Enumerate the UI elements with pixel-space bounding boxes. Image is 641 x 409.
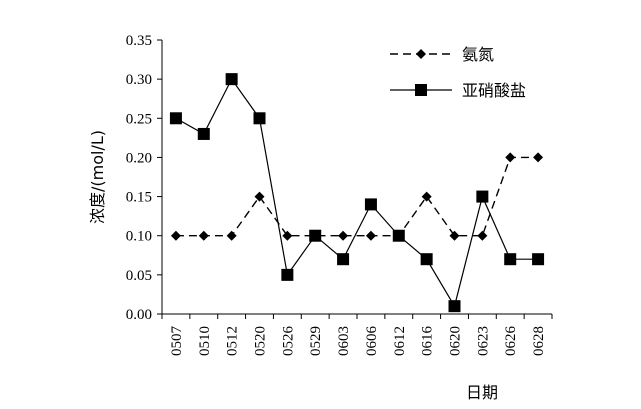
y-tick-label: 0.10 [126, 229, 152, 245]
x-tick-label: 0626 [503, 326, 519, 357]
data-point-square [309, 229, 322, 242]
legend-label-series-1: 亚硝酸盐 [462, 81, 526, 100]
series-0 [170, 152, 544, 241]
x-tick-label: 0616 [420, 326, 436, 357]
data-point-square [504, 253, 517, 266]
y-axis-label: 浓度/(mol/L) [88, 130, 107, 224]
x-tick-label: 0510 [197, 326, 213, 356]
data-point-square [420, 253, 433, 266]
x-axis-label: 日期 [466, 383, 498, 402]
series-1 [169, 73, 545, 313]
y-ticks: 0.00 0.05 0.10 0.15 0.20 0.25 0.30 0.35 [126, 33, 162, 323]
x-tick-label: 0526 [280, 326, 296, 357]
data-point-square [532, 253, 545, 266]
x-tick-label: 0520 [253, 326, 269, 356]
legend: 氨氮 亚硝酸盐 [390, 45, 526, 100]
x-tick-label: 0612 [392, 326, 408, 356]
data-point-square [448, 300, 461, 313]
data-point-diamond [338, 230, 349, 241]
legend-label-series-0: 氨氮 [462, 45, 494, 64]
data-point-square [197, 127, 210, 140]
y-tick-label: 0.00 [126, 307, 152, 323]
y-tick-label: 0.20 [126, 150, 152, 166]
series-line-1 [175, 77, 539, 308]
data-point-diamond [282, 230, 293, 241]
data-point-square [169, 112, 182, 125]
legend-item-series-0: 氨氮 [390, 45, 494, 64]
data-point-square [392, 229, 405, 242]
data-point-diamond [254, 191, 265, 202]
data-point-diamond [477, 230, 488, 241]
data-point-diamond [170, 230, 181, 241]
data-point-diamond [421, 191, 432, 202]
data-point-diamond [533, 152, 544, 163]
x-tick-label: 0620 [448, 326, 464, 356]
data-point-diamond [365, 230, 376, 241]
legend-diamond-marker [416, 49, 426, 59]
legend-square-marker [415, 84, 427, 96]
data-point-square [225, 73, 238, 86]
y-tick-label: 0.05 [126, 268, 152, 284]
x-ticks: 0507 0510 0512 0520 0526 0529 0603 0606 0612 0616… [161, 314, 553, 357]
x-tick-label: 0529 [308, 326, 324, 356]
data-point-diamond [505, 152, 516, 163]
y-tick-label: 0.25 [126, 111, 152, 127]
data-point-diamond [449, 230, 460, 241]
x-tick-label: 0628 [531, 326, 547, 356]
data-point-square [281, 268, 294, 281]
series-layer [169, 73, 545, 313]
y-tick-label: 0.30 [126, 72, 152, 88]
data-point-square [364, 198, 377, 211]
data-point-diamond [198, 230, 209, 241]
x-tick-label: 0507 [169, 326, 185, 357]
data-point-diamond [226, 230, 237, 241]
x-tick-label: 0512 [225, 326, 241, 356]
data-point-square [337, 253, 350, 266]
x-tick-label: 0623 [475, 326, 491, 356]
x-tick-label: 0603 [336, 326, 352, 356]
y-tick-label: 0.15 [126, 190, 152, 206]
y-tick-label: 0.35 [126, 33, 152, 49]
data-point-square [476, 190, 489, 203]
data-point-square [253, 112, 266, 125]
legend-item-series-1: 亚硝酸盐 [390, 81, 526, 100]
x-tick-label: 0606 [364, 326, 380, 357]
